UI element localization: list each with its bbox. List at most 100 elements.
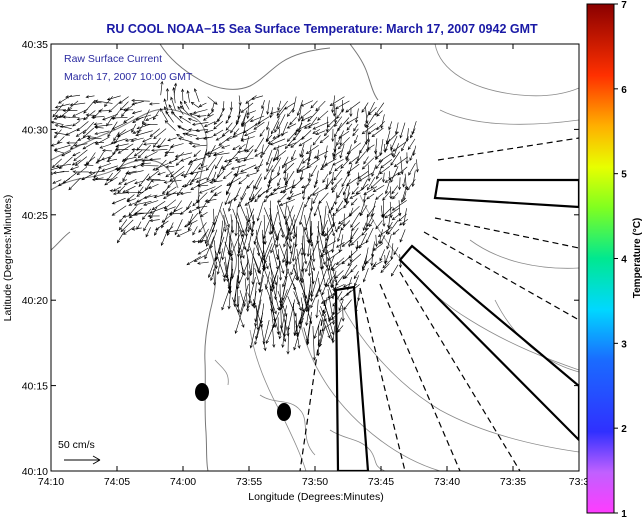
current-vector (337, 325, 344, 333)
current-vector (267, 136, 280, 144)
current-vector (135, 130, 153, 137)
current-vector (293, 317, 304, 351)
current-vector (306, 234, 311, 257)
current-vector (240, 164, 257, 173)
current-vector (313, 179, 318, 189)
current-vector (312, 193, 319, 205)
current-vector (168, 212, 183, 216)
current-vector (212, 152, 230, 157)
current-vector (81, 172, 96, 181)
current-vector (377, 226, 392, 238)
current-vector (291, 96, 297, 114)
map-panel: Raw Surface Current March 17, 2007 10:00… (50, 43, 580, 472)
current-vector (229, 101, 233, 111)
current-vector (320, 215, 324, 237)
current-vector (166, 186, 177, 194)
current-vector (371, 127, 384, 138)
current-vector (128, 200, 142, 206)
current-vector (195, 205, 208, 209)
y-tick-label: 40:10 (22, 466, 48, 478)
current-vector (118, 219, 128, 231)
current-vector (333, 169, 342, 181)
current-vector (344, 270, 352, 280)
current-vector (68, 177, 81, 191)
current-vector (382, 191, 391, 201)
current-vector (58, 107, 73, 119)
current-vector (316, 149, 320, 160)
current-vector (375, 193, 384, 200)
current-vector (380, 159, 393, 169)
current-vector (319, 310, 331, 339)
current-vector (244, 130, 256, 136)
current-vector (298, 166, 312, 172)
current-vector (180, 100, 185, 110)
scale-label: 50 cm/s (58, 439, 95, 451)
current-vector (288, 242, 295, 265)
current-vector (55, 163, 72, 168)
current-vector (224, 262, 230, 283)
current-vector (411, 170, 416, 188)
shipping-lane-east (433, 178, 579, 209)
current-vector (357, 171, 369, 179)
current-vector (376, 120, 385, 131)
current-vector (334, 122, 342, 138)
colorbar-label: Temperature (°C) (632, 218, 643, 299)
current-vector (122, 108, 134, 112)
current-vector (355, 151, 367, 165)
x-tick-label: 73:45 (368, 476, 394, 488)
current-vector (306, 151, 312, 166)
current-vector (310, 271, 320, 298)
current-vector (119, 101, 129, 111)
current-vector (222, 171, 233, 180)
current-vector (363, 186, 377, 195)
current-vector (290, 201, 304, 236)
current-vector (101, 156, 113, 161)
current-vector (151, 148, 168, 152)
colorbar-tick-label: 3 (621, 339, 627, 350)
current-vector (249, 325, 257, 349)
current-vector (157, 171, 166, 176)
legend-line2: March 17, 2007 10:00 GMT (64, 71, 193, 83)
current-vector (313, 201, 321, 217)
current-vector (399, 122, 406, 139)
current-vector (208, 257, 216, 279)
current-vector (390, 264, 399, 277)
current-vector (349, 234, 353, 244)
current-vector (101, 165, 118, 172)
current-vector (289, 116, 297, 126)
current-vector (337, 221, 344, 230)
current-vector (181, 88, 185, 101)
current-vector (226, 185, 232, 195)
current-vector (168, 159, 178, 164)
current-vector (282, 156, 289, 169)
current-vector (277, 106, 287, 119)
current-vector (300, 267, 305, 284)
current-vector (131, 110, 142, 115)
current-vector (322, 173, 329, 184)
current-vector (378, 152, 393, 163)
current-vector (331, 95, 336, 114)
current-vector (123, 179, 137, 186)
current-vector (52, 170, 70, 175)
current-vector (361, 122, 376, 135)
current-vector (223, 214, 227, 233)
current-vector (390, 151, 400, 166)
current-vector (279, 184, 296, 194)
current-vector (246, 256, 250, 281)
current-vector (74, 156, 88, 167)
current-vector (301, 184, 310, 189)
current-vector (317, 110, 329, 121)
current-vector (237, 192, 247, 208)
current-vector (315, 299, 319, 319)
current-vector (109, 189, 121, 193)
current-vector (329, 163, 334, 175)
current-vector (277, 254, 285, 274)
shipping-lane-south (334, 285, 370, 471)
current-vector (226, 177, 241, 187)
current-vector (247, 180, 254, 189)
current-vector (390, 135, 398, 151)
x-tick-label: 73:50 (302, 476, 328, 488)
current-vector (331, 325, 336, 344)
current-vector (275, 232, 280, 249)
current-vector (276, 205, 285, 239)
